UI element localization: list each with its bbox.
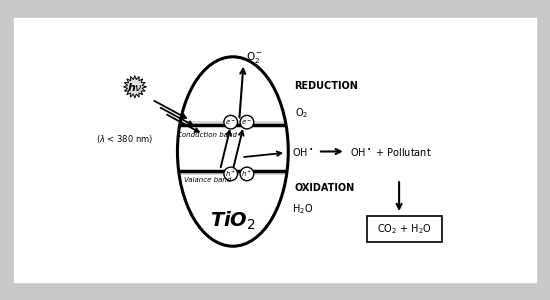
Text: Conduction band: Conduction band — [177, 132, 237, 138]
Text: $h^+$: $h^+$ — [225, 169, 236, 179]
Text: H$_2$O: H$_2$O — [293, 202, 314, 216]
Bar — [181, 171, 285, 175]
Ellipse shape — [224, 167, 238, 181]
Text: Valance band: Valance band — [184, 177, 231, 183]
Bar — [182, 121, 284, 125]
Text: O$_2$: O$_2$ — [295, 106, 308, 120]
Ellipse shape — [240, 167, 254, 181]
Text: OXIDATION: OXIDATION — [295, 184, 355, 194]
Text: OH$^\bullet$: OH$^\bullet$ — [293, 146, 314, 158]
Ellipse shape — [178, 57, 288, 246]
Text: REDUCTION: REDUCTION — [295, 81, 359, 91]
Ellipse shape — [240, 116, 254, 129]
Text: ($\lambda$ < 380 nm): ($\lambda$ < 380 nm) — [96, 133, 153, 145]
Bar — [367, 216, 442, 242]
Polygon shape — [124, 76, 146, 98]
Text: $e^-$: $e^-$ — [225, 118, 236, 127]
Text: TiO$_2$: TiO$_2$ — [210, 210, 256, 232]
Text: $h^+$: $h^+$ — [241, 169, 252, 179]
Text: $e^-$: $e^-$ — [241, 118, 252, 127]
Text: OH$^\bullet$ + Pollutant: OH$^\bullet$ + Pollutant — [350, 146, 432, 158]
Text: O$_2^-$: O$_2^-$ — [246, 50, 263, 65]
Text: h$\nu$: h$\nu$ — [127, 81, 143, 93]
Ellipse shape — [224, 116, 238, 129]
Text: CO$_2$ + H$_2$O: CO$_2$ + H$_2$O — [377, 222, 432, 236]
